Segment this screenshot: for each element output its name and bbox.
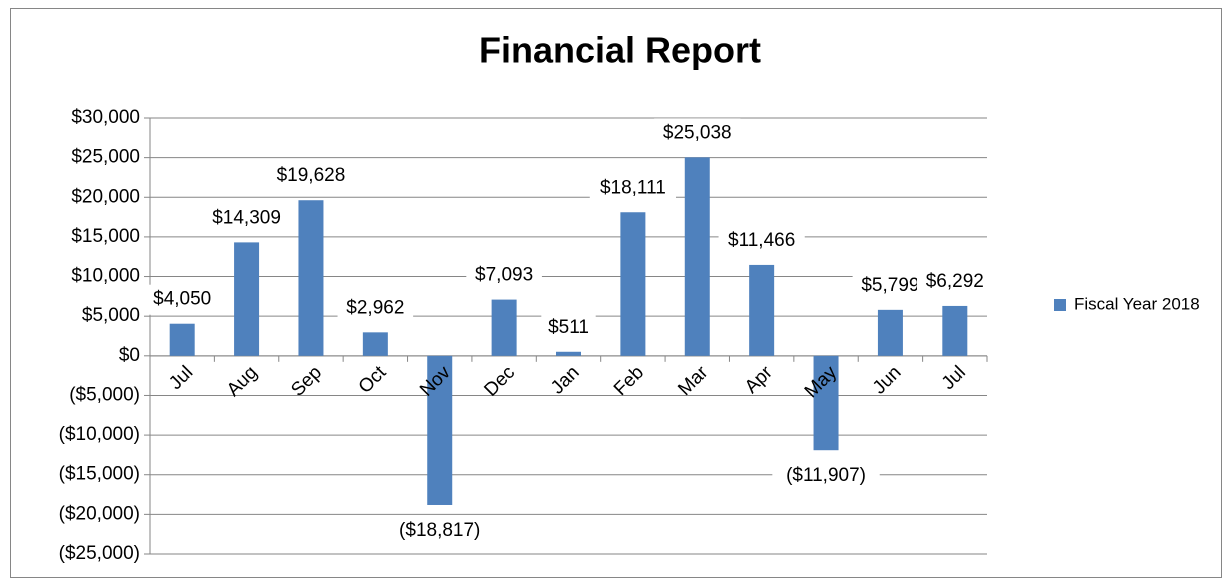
data-label-background xyxy=(386,515,494,546)
data-label: $25,038 xyxy=(663,122,732,143)
bar xyxy=(684,157,710,356)
bar xyxy=(877,309,903,356)
y-tick-label: ($25,000) xyxy=(59,543,140,564)
data-label: $19,628 xyxy=(277,165,346,186)
bar xyxy=(749,264,775,356)
y-tick-label: ($5,000) xyxy=(69,384,140,405)
y-tick-label: ($15,000) xyxy=(59,464,140,485)
data-label: $511 xyxy=(548,317,589,338)
bar xyxy=(491,299,517,356)
bar xyxy=(362,332,388,356)
data-label: $5,799 xyxy=(861,275,919,296)
bar xyxy=(620,212,646,356)
y-tick-label: ($20,000) xyxy=(59,503,140,524)
data-label: $7,093 xyxy=(475,265,533,286)
legend-label: Fiscal Year 2018 xyxy=(1074,294,1200,313)
data-label: $6,292 xyxy=(926,271,984,292)
data-label: ($18,817) xyxy=(399,520,480,541)
data-label: $2,962 xyxy=(346,297,404,318)
data-label: $18,111 xyxy=(600,177,666,198)
bar xyxy=(556,351,581,356)
y-tick-label: $5,000 xyxy=(82,305,140,326)
y-tick-label: $30,000 xyxy=(71,107,140,128)
bar xyxy=(427,355,453,505)
legend-marker xyxy=(1054,299,1066,311)
bar xyxy=(234,242,260,356)
data-label-background xyxy=(654,118,741,149)
data-label-background xyxy=(144,284,220,315)
data-label-background xyxy=(718,225,805,256)
data-label-background xyxy=(466,260,542,291)
data-label: $11,466 xyxy=(728,230,795,251)
bar xyxy=(813,355,839,451)
bar xyxy=(298,200,324,356)
bar xyxy=(169,323,195,356)
y-tick-label: $0 xyxy=(119,345,140,366)
y-tick-label: $10,000 xyxy=(71,266,140,287)
y-tick-label: $20,000 xyxy=(71,186,140,207)
data-label: $14,309 xyxy=(212,207,281,228)
data-label-background xyxy=(337,293,414,324)
data-label-background xyxy=(852,270,929,301)
y-tick-label: ($10,000) xyxy=(59,424,140,445)
data-label-background xyxy=(917,266,993,297)
y-tick-label: $25,000 xyxy=(71,147,140,168)
data-label-background xyxy=(772,461,880,492)
data-label-background xyxy=(267,161,355,192)
y-tick-label: $15,000 xyxy=(71,226,140,247)
bar xyxy=(942,305,968,356)
chart-title: Financial Report xyxy=(479,30,761,71)
data-label-background xyxy=(203,203,290,234)
data-label: $4,050 xyxy=(153,289,211,310)
data-label: ($11,907) xyxy=(786,465,866,486)
data-label-background xyxy=(541,312,596,343)
data-label-background xyxy=(589,173,676,204)
